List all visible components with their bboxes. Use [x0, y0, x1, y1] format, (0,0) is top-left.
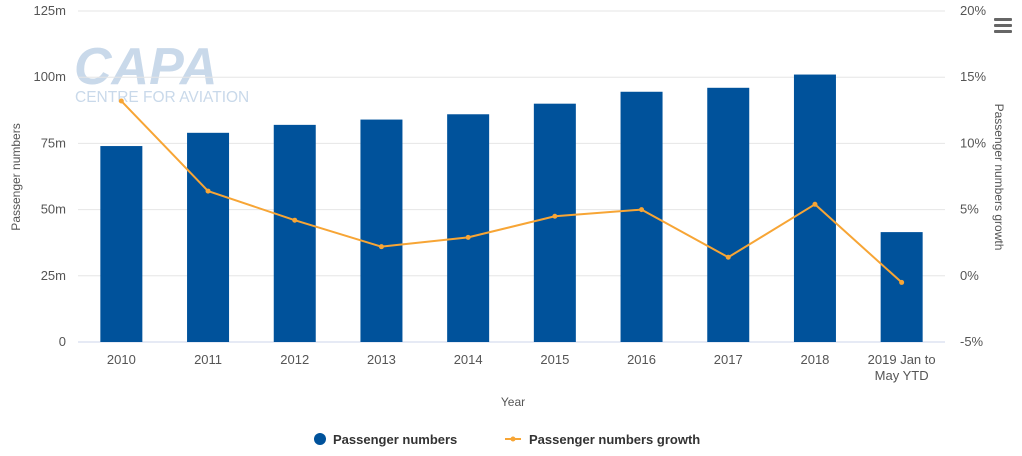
left-tick-label: 125m	[33, 3, 66, 18]
x-tick-label: 2013	[367, 352, 396, 367]
left-tick-label: 25m	[41, 268, 66, 283]
right-axis-title: Passenger numbers growth	[992, 104, 1006, 251]
chart-menu-hamburger-icon[interactable]	[994, 18, 1012, 34]
left-axis-ticks: 0 25m 50m 75m 100m 125m	[33, 3, 66, 349]
line-series	[118, 98, 905, 285]
legend-line-dot	[510, 436, 516, 442]
growth-point[interactable]	[552, 213, 558, 219]
x-tick-label: 2011	[194, 352, 222, 367]
bar[interactable]	[793, 74, 836, 342]
growth-point[interactable]	[205, 188, 211, 194]
bar[interactable]	[447, 114, 490, 342]
watermark-tagline: CENTRE FOR AVIATION	[75, 89, 249, 106]
bar[interactable]	[100, 146, 143, 342]
right-axis-ticks: -5% 0% 5% 10% 15% 20%	[960, 3, 986, 349]
watermark-brand: CAPA	[74, 38, 217, 96]
left-tick-label: 0	[59, 334, 66, 349]
growth-point[interactable]	[899, 279, 905, 285]
growth-line	[120, 100, 903, 284]
right-tick-label: 15%	[960, 69, 986, 84]
bar[interactable]	[880, 232, 923, 342]
x-tick-label: 2016	[627, 352, 656, 367]
x-axis-title: Year	[501, 395, 525, 409]
legend-bar-marker	[314, 433, 326, 445]
growth-point[interactable]	[639, 207, 645, 213]
menu-bar	[994, 18, 1012, 21]
x-tick-label: 2017	[714, 352, 743, 367]
bar[interactable]	[187, 132, 230, 342]
right-tick-label: 0%	[960, 268, 979, 283]
x-tick-label: 2015	[540, 352, 569, 367]
bar[interactable]	[707, 87, 750, 343]
growth-point[interactable]	[465, 234, 471, 240]
legend-item-passenger-numbers-growth[interactable]: Passenger numbers growth	[505, 432, 700, 447]
growth-point[interactable]	[725, 254, 731, 260]
growth-point[interactable]	[118, 98, 124, 104]
legend: Passenger numbers Passenger numbers grow…	[314, 432, 700, 447]
legend-item-passenger-numbers[interactable]: Passenger numbers	[314, 432, 457, 447]
x-tick-label: 2019 Jan to May YTD	[868, 352, 936, 383]
x-tick-label: 2014	[454, 352, 483, 367]
right-tick-label: 5%	[960, 202, 979, 217]
x-tick-label: 2012	[280, 352, 309, 367]
left-axis-title: Passenger numbers	[9, 123, 23, 230]
growth-point[interactable]	[378, 244, 384, 250]
growth-point[interactable]	[292, 217, 298, 223]
menu-bar	[994, 30, 1012, 33]
bar[interactable]	[273, 124, 316, 342]
bar-series	[100, 74, 923, 343]
bar[interactable]	[360, 119, 403, 343]
right-tick-label: 10%	[960, 135, 986, 150]
right-tick-label: 20%	[960, 3, 986, 18]
bar[interactable]	[533, 103, 576, 343]
right-tick-label: -5%	[960, 334, 984, 349]
growth-point[interactable]	[812, 201, 818, 207]
x-tick-label: 2010	[107, 352, 136, 367]
capa-watermark-logo: CAPA CENTRE FOR AVIATION	[74, 38, 249, 106]
left-tick-label: 100m	[33, 69, 66, 84]
left-tick-label: 75m	[41, 135, 66, 150]
x-axis-ticks: 2010 2011 2012 2013 2014 2015 2016 2017 2018 2019…	[107, 352, 936, 383]
legend-label-bars: Passenger numbers	[333, 432, 457, 447]
menu-bar	[994, 24, 1012, 27]
legend-label-line: Passenger numbers growth	[529, 432, 700, 447]
left-tick-label: 50m	[41, 202, 66, 217]
x-tick-label: 2018	[800, 352, 829, 367]
